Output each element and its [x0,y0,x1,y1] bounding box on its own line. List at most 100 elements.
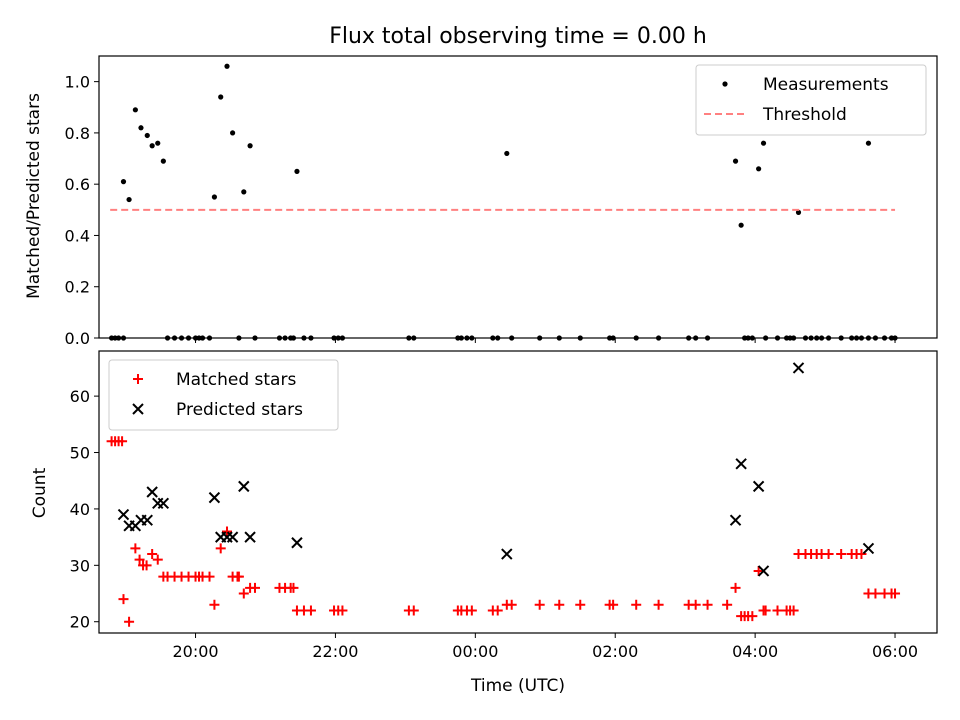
top-measurement-point [199,335,206,341]
matched-star-point [702,599,713,610]
top-legend: Measurements Threshold [695,64,927,136]
top-measurement-point [849,335,855,341]
bottom-plot: 20:00 22:00 00:00 02:00 04:00 06:00 20 30 40 50 60… [70,350,938,661]
top-measurement-point [331,335,337,341]
top-measurement-point [732,158,739,164]
bottom-x-tick-label: 22:00 [312,642,358,661]
top-measurement-point [881,335,888,341]
top-measurement-point [738,222,744,228]
matched-star-point [124,616,135,627]
top-measurement-point [115,335,122,341]
predicted-star-point [752,480,765,493]
top-measurement-point [892,335,898,341]
top-measurement-point [814,335,820,341]
top-measurement-point [858,335,865,341]
matched-star-point [118,594,129,605]
top-y-tick-label: 0.0 [65,329,90,348]
top-measurement-point [763,335,769,341]
matched-star-point [152,554,163,565]
top-measurement-point [458,335,464,341]
predicted-star-point [792,362,805,374]
predicted-stars-legend-swatch [132,403,144,415]
top-measurement-point [252,335,258,341]
predicted-star-point [226,531,239,543]
matched-star-point [747,611,758,622]
bottom-y-tick-label: 30 [70,556,90,575]
top-measurement-point [206,335,213,341]
matched-star-point [890,588,901,599]
top-measurement-point [160,158,166,164]
top-plot: 0.0 0.2 0.4 0.6 0.8 1.0 Measurements Threshold [65,55,938,348]
matched-star-point [608,599,619,610]
top-measurement-point [294,168,300,174]
predicted-star-point [729,514,742,526]
top-measurement-point [655,335,662,341]
top-y-tick-label: 0.8 [65,124,90,143]
top-measurement-point [339,335,346,341]
predicted-star-point [244,531,256,543]
top-legend-box [695,64,927,136]
predicted-star-point [501,548,513,560]
matched-star-point [534,599,545,610]
bottom-legend: Matched stars Predicted stars [108,359,339,431]
top-measurement-point [802,335,809,341]
matched-star-point [249,582,260,593]
predicted-star-point [735,458,747,470]
matched-star-point [466,605,477,616]
top-y-tick-label: 1.0 [65,73,90,92]
chart-title: Flux total observing time = 0.00 h [329,24,707,49]
matched-star-point [215,543,226,554]
matched-star-point [233,571,244,582]
top-measurement-point [791,335,797,341]
top-measurement-point [469,335,475,341]
predicted-star-point [141,514,153,526]
matched-star-point [823,549,834,560]
top-measurement-point [218,94,224,100]
x-axis-label: Time (UTC) [470,676,565,696]
top-measurement-point [185,335,192,341]
matched-star-point [147,549,158,560]
matched-star-point [836,549,847,560]
top-measurement-point [504,150,510,157]
matched-star-point [492,605,503,616]
top-measurement-point [171,335,178,341]
predicted-star-point [117,508,130,521]
predicted-star-point [291,537,303,549]
top-measurement-point [464,335,470,341]
top-measurement-point [178,335,185,341]
bottom-legend-label: Matched stars [176,370,296,390]
top-measurement-point [290,335,297,341]
top-measurement-point [301,335,307,341]
top-measurement-point [704,335,711,341]
top-measurement-point [236,335,242,341]
matched-star-point [117,436,128,447]
matched-star-point [141,560,152,571]
bottom-x-tick-label: 06:00 [872,642,918,661]
top-measurement-point [138,125,144,131]
top-measurement-point [155,140,161,146]
matched-star-point [222,526,233,537]
matched-star-point [753,565,764,576]
top-measurement-point [411,335,417,341]
matched-star-point [209,599,220,610]
matched-star-point [575,599,586,610]
top-measurement-point [132,107,138,113]
top-measurement-point [633,335,639,341]
top-measurement-point [872,335,879,341]
top-measurement-point [490,335,496,341]
matched-star-point [730,582,741,593]
top-measurement-point [224,63,230,69]
bottom-y-axis-label: Count [30,467,50,518]
top-measurement-point [818,335,825,341]
matched-star-point [690,599,701,610]
bottom-x-tick-label: 00:00 [452,642,498,661]
top-y-tick-label: 0.2 [65,278,90,297]
top-measurement-point [230,130,236,136]
matched-star-point [288,582,299,593]
top-measurement-point [241,189,247,195]
bottom-legend-box [108,359,339,431]
top-measurement-point [509,335,515,341]
top-measurement-point [686,335,692,341]
matched-star-point [305,605,316,616]
